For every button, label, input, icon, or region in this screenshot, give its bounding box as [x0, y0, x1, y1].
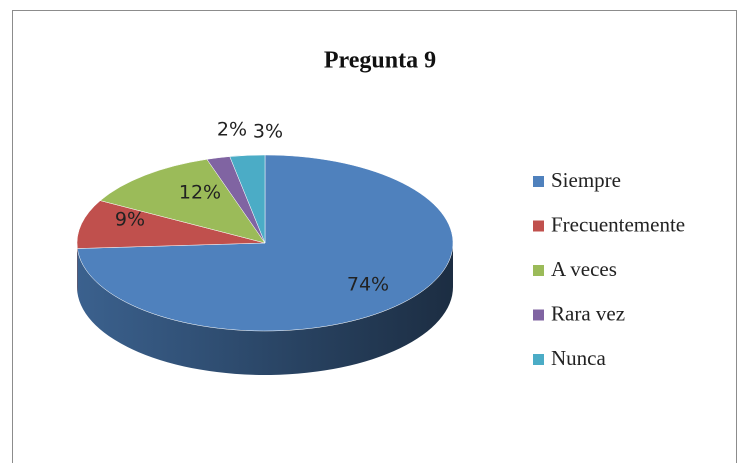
legend-label: Frecuentemente [551, 212, 685, 236]
slice [229, 154, 266, 244]
legend-swatch [533, 309, 544, 321]
legend-swatch [533, 176, 544, 187]
chart-title: Pregunta 9 [324, 48, 436, 74]
legend-label: A veces [551, 257, 617, 281]
data-label: 3% [253, 121, 283, 143]
legend-swatch [533, 354, 544, 365]
data-label: 9% [115, 209, 145, 231]
legend-label: Rara vez [551, 301, 625, 325]
data-label: 2% [217, 119, 247, 141]
data-label: 74% [347, 274, 389, 296]
slice [76, 200, 266, 249]
data-label: 12% [179, 182, 221, 204]
slice [99, 159, 266, 244]
legend-label: Siempre [551, 168, 621, 192]
legend-swatch [533, 220, 544, 232]
slice-side [77, 243, 453, 376]
legend-swatch [533, 265, 544, 276]
legend-label: Nunca [551, 346, 606, 370]
